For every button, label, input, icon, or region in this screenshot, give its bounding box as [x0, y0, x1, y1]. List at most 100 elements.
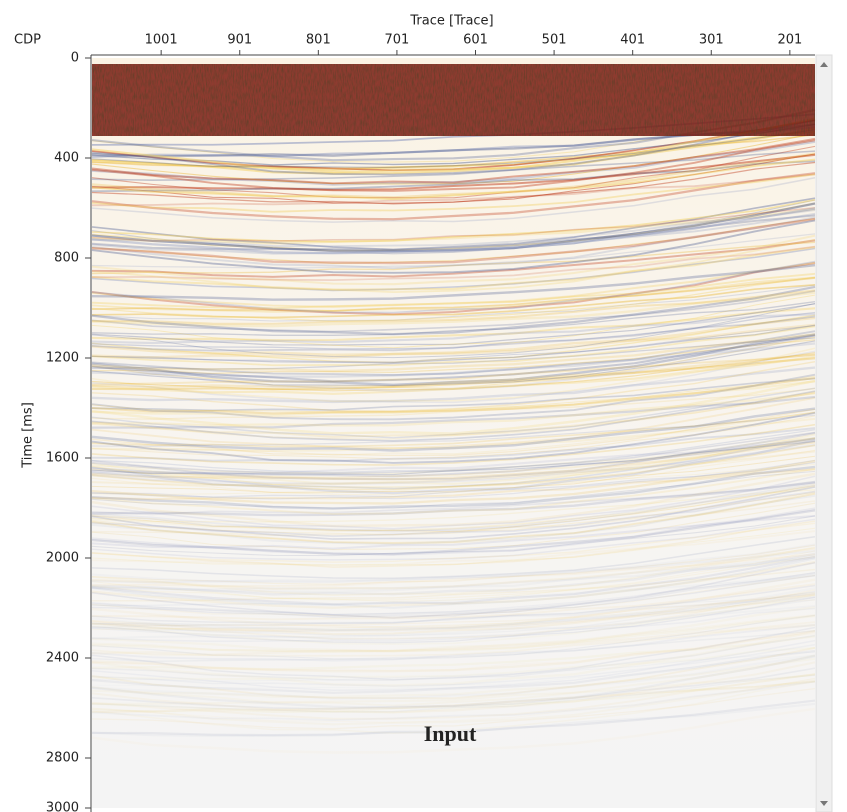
reflector [91, 432, 816, 481]
reflector [91, 654, 816, 707]
reflector [91, 651, 816, 682]
reflector [91, 130, 816, 170]
reflector [91, 468, 816, 501]
reflector [91, 483, 816, 532]
reflector [91, 472, 816, 528]
reflector [91, 667, 816, 710]
reflector [91, 491, 816, 536]
reflector [91, 234, 816, 286]
reflector [92, 568, 816, 602]
reflector [91, 547, 816, 590]
x-tick-label: 1001 [145, 33, 178, 48]
reflector [91, 591, 816, 632]
reflector [91, 387, 816, 420]
reflector [91, 218, 816, 264]
reflector [91, 241, 816, 275]
reflector [91, 550, 816, 602]
reflector [91, 431, 816, 475]
reflector [91, 216, 816, 270]
reflector [91, 626, 816, 681]
reflector [91, 263, 816, 301]
reflector [91, 377, 816, 412]
reflector [91, 680, 816, 722]
reflector [91, 621, 816, 657]
reflector [91, 127, 816, 175]
reflector [91, 649, 816, 695]
reflector [91, 584, 816, 625]
reflector [91, 687, 816, 730]
annotation: Input [424, 721, 477, 746]
reflector [91, 557, 816, 609]
reflector [91, 481, 816, 516]
reflector [91, 590, 816, 637]
reflector [91, 347, 816, 403]
reflector [91, 407, 816, 452]
y-tick-label: 1600 [46, 451, 79, 466]
reflector [91, 340, 816, 387]
reflector [91, 202, 816, 253]
reflector [91, 129, 816, 169]
reflector [91, 661, 816, 714]
x-header: CDP [14, 33, 41, 48]
reflector [91, 593, 816, 636]
reflector [91, 392, 816, 427]
reflector [91, 674, 816, 713]
x-tick-label: 201 [777, 33, 802, 48]
reflector [91, 614, 816, 654]
reflector [91, 380, 816, 417]
reflector [91, 587, 816, 632]
reflector [91, 392, 816, 440]
reflector [91, 630, 816, 687]
reflector [91, 334, 816, 383]
reflector [91, 355, 816, 395]
reflector [91, 509, 816, 556]
reflector [91, 417, 816, 452]
reflector [91, 301, 816, 336]
reflector [91, 217, 816, 265]
reflector [91, 376, 816, 415]
reflector [91, 443, 816, 485]
y-tick-label: 1200 [46, 351, 79, 366]
reflector [91, 176, 816, 223]
reflector [91, 437, 816, 488]
reflector [91, 632, 816, 672]
y-tick-label: 0 [71, 51, 79, 66]
reflector [91, 325, 816, 367]
reflector [91, 433, 816, 486]
x-tick-label: 701 [385, 33, 410, 48]
scroll-down[interactable] [820, 801, 828, 806]
reflector [91, 597, 816, 633]
reflector [91, 247, 816, 292]
reflector [91, 316, 816, 357]
reflector [91, 429, 816, 474]
reflector [91, 212, 816, 255]
reflector [91, 379, 816, 435]
reflector [91, 635, 816, 671]
reflector [91, 520, 816, 568]
scroll-up[interactable] [820, 62, 828, 67]
x-tick-label: 901 [227, 33, 252, 48]
reflector [91, 702, 816, 738]
reflector [91, 680, 816, 714]
reflector [91, 323, 816, 359]
reflector [91, 655, 816, 709]
reflector [91, 199, 816, 243]
reflector [91, 673, 816, 720]
reflector [91, 450, 816, 487]
reflector [91, 607, 816, 643]
reflector [91, 673, 816, 705]
reflector [91, 172, 816, 221]
reflector [91, 276, 816, 313]
reflector [91, 707, 816, 754]
reflector [91, 630, 816, 663]
reflector [91, 261, 816, 308]
reflector [91, 315, 816, 352]
reflector [91, 289, 816, 325]
reflector [91, 303, 816, 346]
reflector [91, 423, 816, 466]
reflector [91, 594, 816, 646]
reflector [91, 337, 816, 370]
scrollbar[interactable] [815, 54, 833, 812]
y-axis-title: Time [ms] [21, 402, 36, 469]
reflector [91, 353, 816, 386]
